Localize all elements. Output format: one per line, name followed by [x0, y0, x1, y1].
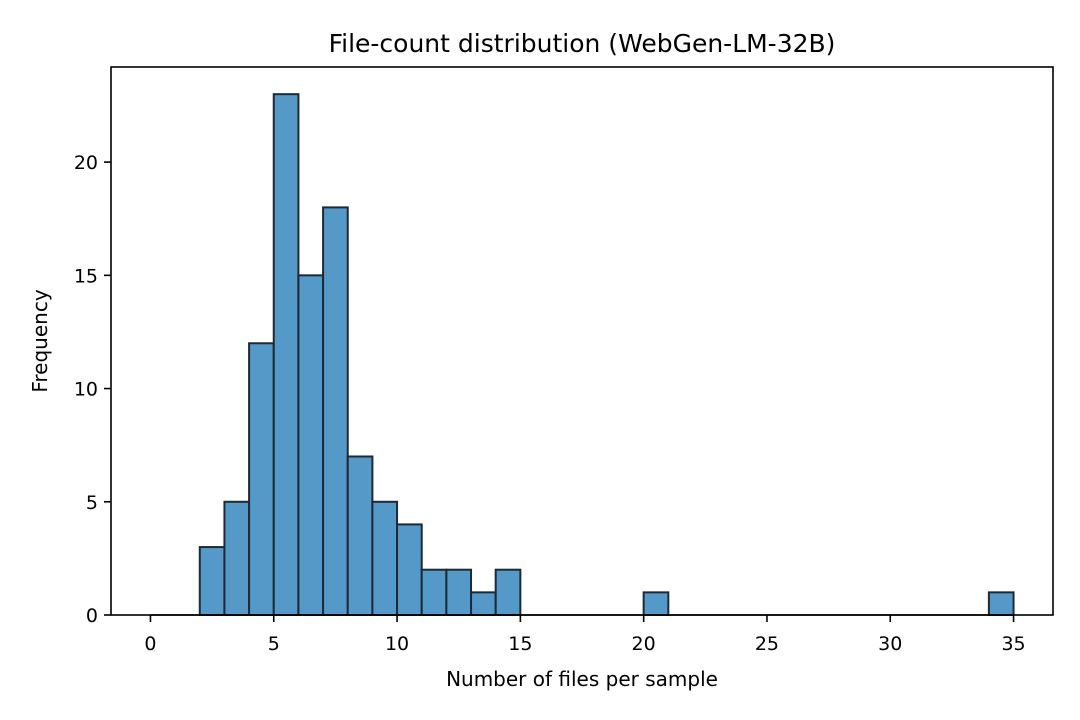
plot-frame — [110, 66, 1054, 616]
histogram-bar — [470, 591, 497, 616]
chart-title: File-count distribution (WebGen-LM-32B) — [329, 29, 836, 58]
y-tick-label: 0 — [86, 605, 98, 627]
x-tick-label: 25 — [755, 633, 779, 655]
histogram-bar — [420, 568, 448, 617]
y-tick-label: 20 — [74, 152, 98, 174]
histogram-bar — [445, 568, 473, 617]
y-axis: 0 5 10 15 20 — [74, 152, 111, 627]
y-tick-label: 15 — [74, 265, 98, 287]
histogram-bar — [322, 206, 349, 616]
x-tick-label: 10 — [385, 633, 409, 655]
histogram-bar — [248, 342, 275, 616]
x-tick-label: 15 — [508, 633, 532, 655]
x-tick-label: 35 — [1001, 633, 1025, 655]
x-axis-label: Number of files per sample — [446, 667, 718, 691]
y-axis-label: Frequency — [28, 289, 52, 392]
histogram-bar — [987, 591, 1015, 616]
y-tick-label: 5 — [86, 492, 98, 514]
histogram-bar — [346, 455, 374, 616]
x-tick-label: 20 — [632, 633, 656, 655]
histogram-bar — [494, 568, 522, 617]
x-tick-label: 30 — [878, 633, 902, 655]
bars-group — [150, 93, 1015, 617]
histogram-bar — [272, 93, 300, 616]
histogram-bar — [371, 500, 399, 616]
x-tick-label: 0 — [144, 633, 156, 655]
histogram-bar — [642, 591, 670, 616]
y-tick-label: 10 — [74, 379, 98, 401]
x-axis: 0 5 10 15 20 25 30 35 — [144, 615, 1026, 655]
histogram-bar — [198, 546, 226, 616]
histogram-bar — [297, 274, 325, 616]
histogram-bar — [396, 523, 423, 617]
histogram-bar — [223, 500, 251, 616]
x-tick-label: 5 — [268, 633, 280, 655]
